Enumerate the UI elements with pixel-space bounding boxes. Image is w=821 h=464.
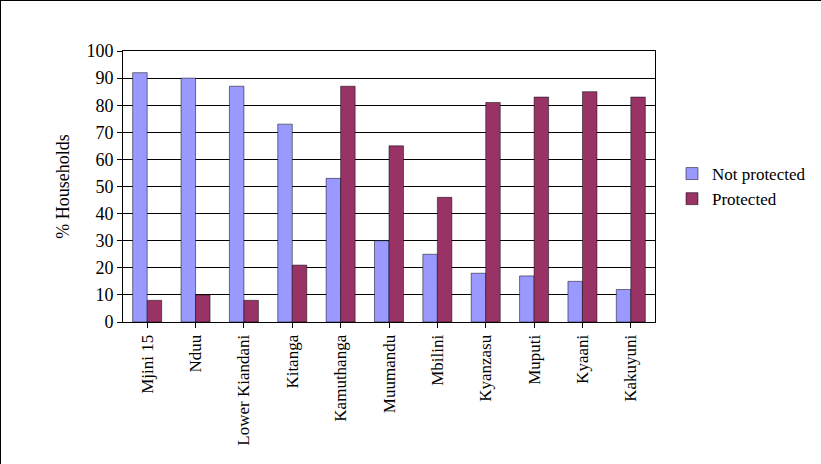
svg-text:Not protected: Not protected [712,165,805,184]
svg-text:10: 10 [95,285,113,305]
svg-text:Mbilini: Mbilini [428,335,447,386]
svg-text:Kyaani: Kyaani [573,335,592,384]
svg-text:Muumandu: Muumandu [380,334,399,413]
svg-text:20: 20 [95,258,113,278]
svg-text:40: 40 [95,204,113,224]
svg-text:0: 0 [104,312,113,332]
svg-text:80: 80 [95,96,113,116]
svg-text:Kamuthanga: Kamuthanga [331,334,350,421]
svg-text:Kyanzasu: Kyanzasu [476,334,495,402]
svg-text:Muputi: Muputi [525,335,544,385]
svg-text:50: 50 [95,177,113,197]
svg-text:Kakuyuni: Kakuyuni [621,335,640,402]
svg-text:70: 70 [95,123,113,143]
svg-text:60: 60 [95,150,113,170]
svg-text:100: 100 [86,41,113,61]
svg-text:Protected: Protected [712,190,777,209]
svg-text:Kitanga: Kitanga [283,334,302,388]
svg-text:30: 30 [95,231,113,251]
svg-text:% Households: % Households [53,134,73,239]
svg-text:Mjini 15: Mjini 15 [138,335,157,394]
svg-text:Nduu: Nduu [186,334,205,372]
svg-text:Lower Kiandani: Lower Kiandani [234,335,253,446]
svg-text:90: 90 [95,68,113,88]
